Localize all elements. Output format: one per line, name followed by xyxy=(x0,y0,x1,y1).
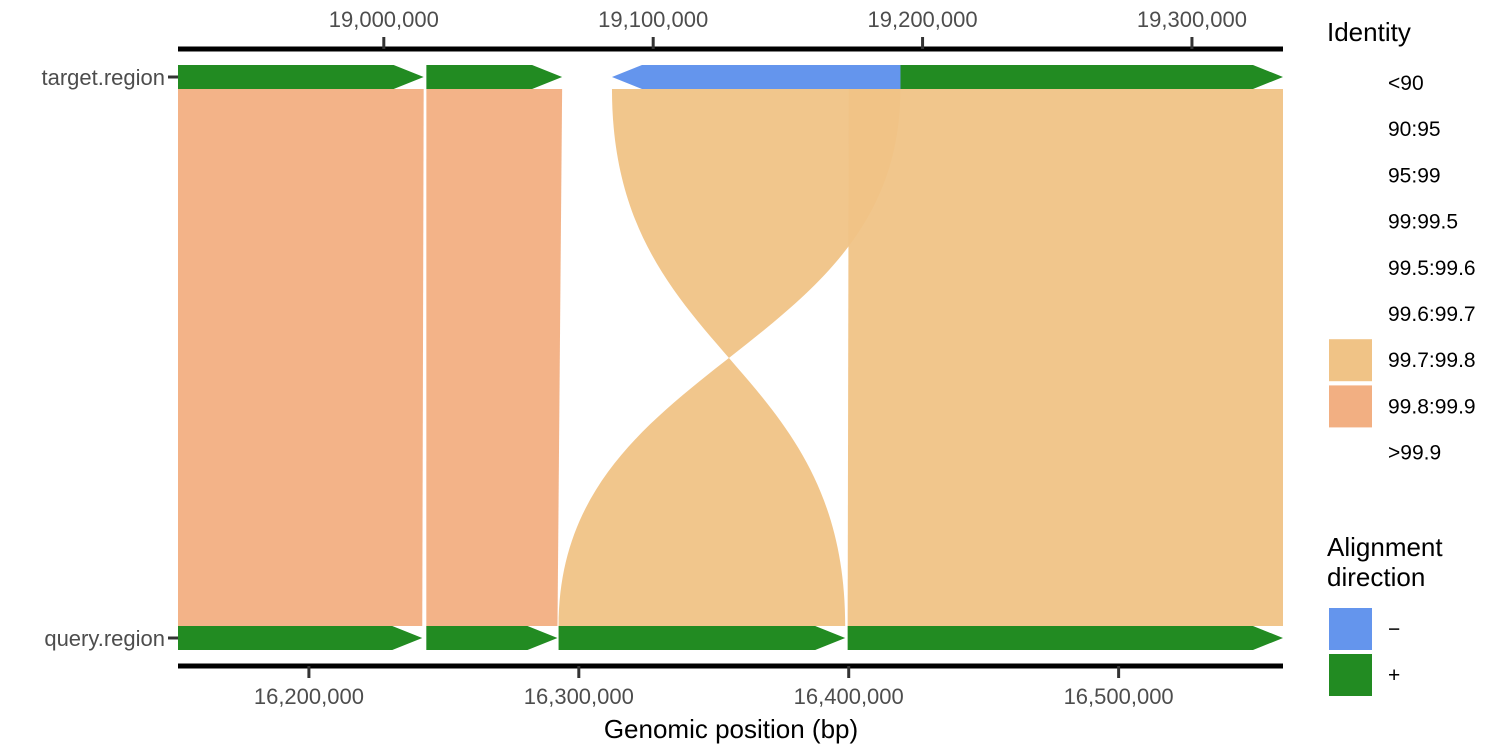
sequence-block xyxy=(178,65,424,89)
identity-legend: Identity <90 90:95 95:99 99:99.5 99.5:99.6 99… xyxy=(1327,17,1476,465)
identity-legend-title: Identity xyxy=(1327,17,1411,47)
sequence-block xyxy=(900,65,1283,89)
sequence-block xyxy=(558,626,846,650)
identity-legend-key xyxy=(1329,385,1372,428)
identity-legend-label: 99.8:99.9 xyxy=(1388,395,1476,418)
bottom-tick-label: 16,400,000 xyxy=(794,684,904,709)
direction-legend-label: + xyxy=(1388,664,1400,687)
alignment-ribbon xyxy=(178,89,424,626)
direction-legend-title: Alignment xyxy=(1327,532,1443,562)
identity-legend-label: 90:95 xyxy=(1388,118,1441,141)
direction-legend-key xyxy=(1329,608,1372,650)
sequence-block xyxy=(178,626,423,650)
top-tick-label: 19,000,000 xyxy=(329,7,439,32)
sequence-blocks xyxy=(178,65,1283,650)
alignment-ribbon xyxy=(847,89,1283,626)
alignment-ribbons xyxy=(178,89,1283,626)
identity-legend-label: 99:99.5 xyxy=(1388,211,1458,234)
direction-legend-label: − xyxy=(1388,618,1400,641)
identity-legend-label: 99.6:99.7 xyxy=(1388,303,1476,326)
bottom-tick-label: 16,200,000 xyxy=(254,684,364,709)
sequence-block xyxy=(611,65,901,89)
sequence-block xyxy=(426,626,558,650)
sequence-block xyxy=(847,626,1283,650)
sequence-block xyxy=(426,65,563,89)
track-label: target.region xyxy=(41,65,165,90)
top-tick-label: 19,100,000 xyxy=(598,7,708,32)
bottom-tick-label: 16,300,000 xyxy=(524,684,634,709)
identity-legend-key xyxy=(1329,339,1372,382)
alignment-ribbon xyxy=(558,89,901,626)
axes: 19,000,000 19,100,000 19,200,000 19,300,000… xyxy=(41,7,1283,709)
identity-legend-label: 99.5:99.6 xyxy=(1388,257,1476,280)
identity-legend-label: >99.9 xyxy=(1388,442,1441,465)
top-tick-label: 19,200,000 xyxy=(868,7,978,32)
identity-legend-label: 99.7:99.8 xyxy=(1388,349,1476,372)
identity-legend-label: <90 xyxy=(1388,72,1424,95)
identity-legend-label: 95:99 xyxy=(1388,164,1441,187)
direction-legend-title: direction xyxy=(1327,562,1425,592)
track-label: query.region xyxy=(44,626,165,651)
top-tick-label: 19,300,000 xyxy=(1137,7,1247,32)
x-axis-title: Genomic position (bp) xyxy=(604,714,858,744)
alignment-ribbon xyxy=(426,89,563,626)
bottom-tick-label: 16,500,000 xyxy=(1064,684,1174,709)
direction-legend-key xyxy=(1329,654,1372,696)
